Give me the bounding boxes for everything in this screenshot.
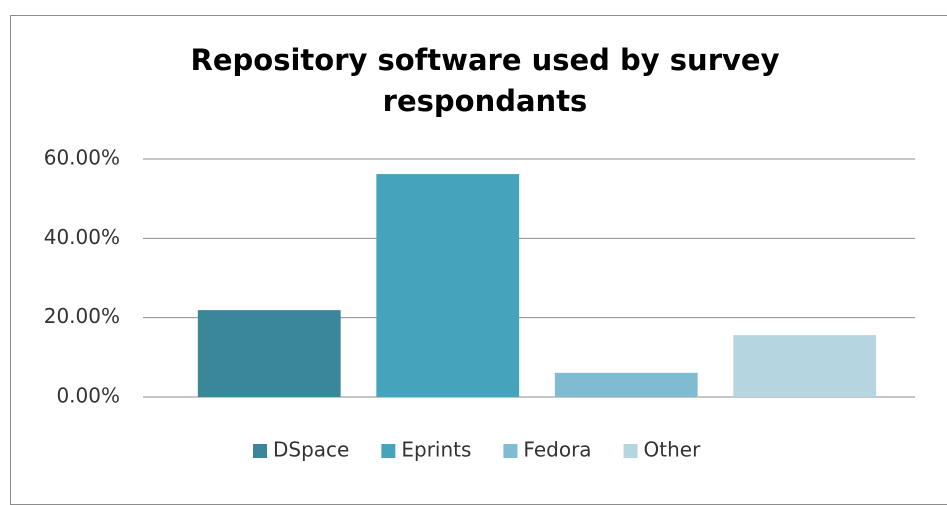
- bar: [733, 335, 877, 397]
- legend-label: Eprints: [401, 438, 471, 462]
- bar: [376, 174, 520, 397]
- y-tick-label: 0.00%: [56, 384, 120, 408]
- y-tick-label: 40.00%: [44, 225, 120, 249]
- legend-label: Other: [644, 438, 702, 462]
- y-tick-label: 60.00%: [44, 146, 120, 170]
- legend-swatch: [381, 444, 396, 458]
- legend-label: DSpace: [273, 438, 349, 462]
- legend-swatch: [253, 444, 267, 458]
- chart: 0.00% 20.00% 40.00% 60.00% DSpace Eprints Fedo…: [44, 146, 915, 462]
- chart-title: Repository software used by survey respo…: [190, 43, 780, 118]
- legend-label: Fedora: [523, 438, 591, 462]
- y-tick-label: 20.00%: [44, 304, 120, 328]
- bar: [554, 372, 698, 397]
- bar: [197, 310, 341, 397]
- legend-swatch: [503, 444, 518, 458]
- legend-swatch: [623, 444, 638, 458]
- page: {"chart_data": {"type": "bar", "title": …: [10, 15, 947, 505]
